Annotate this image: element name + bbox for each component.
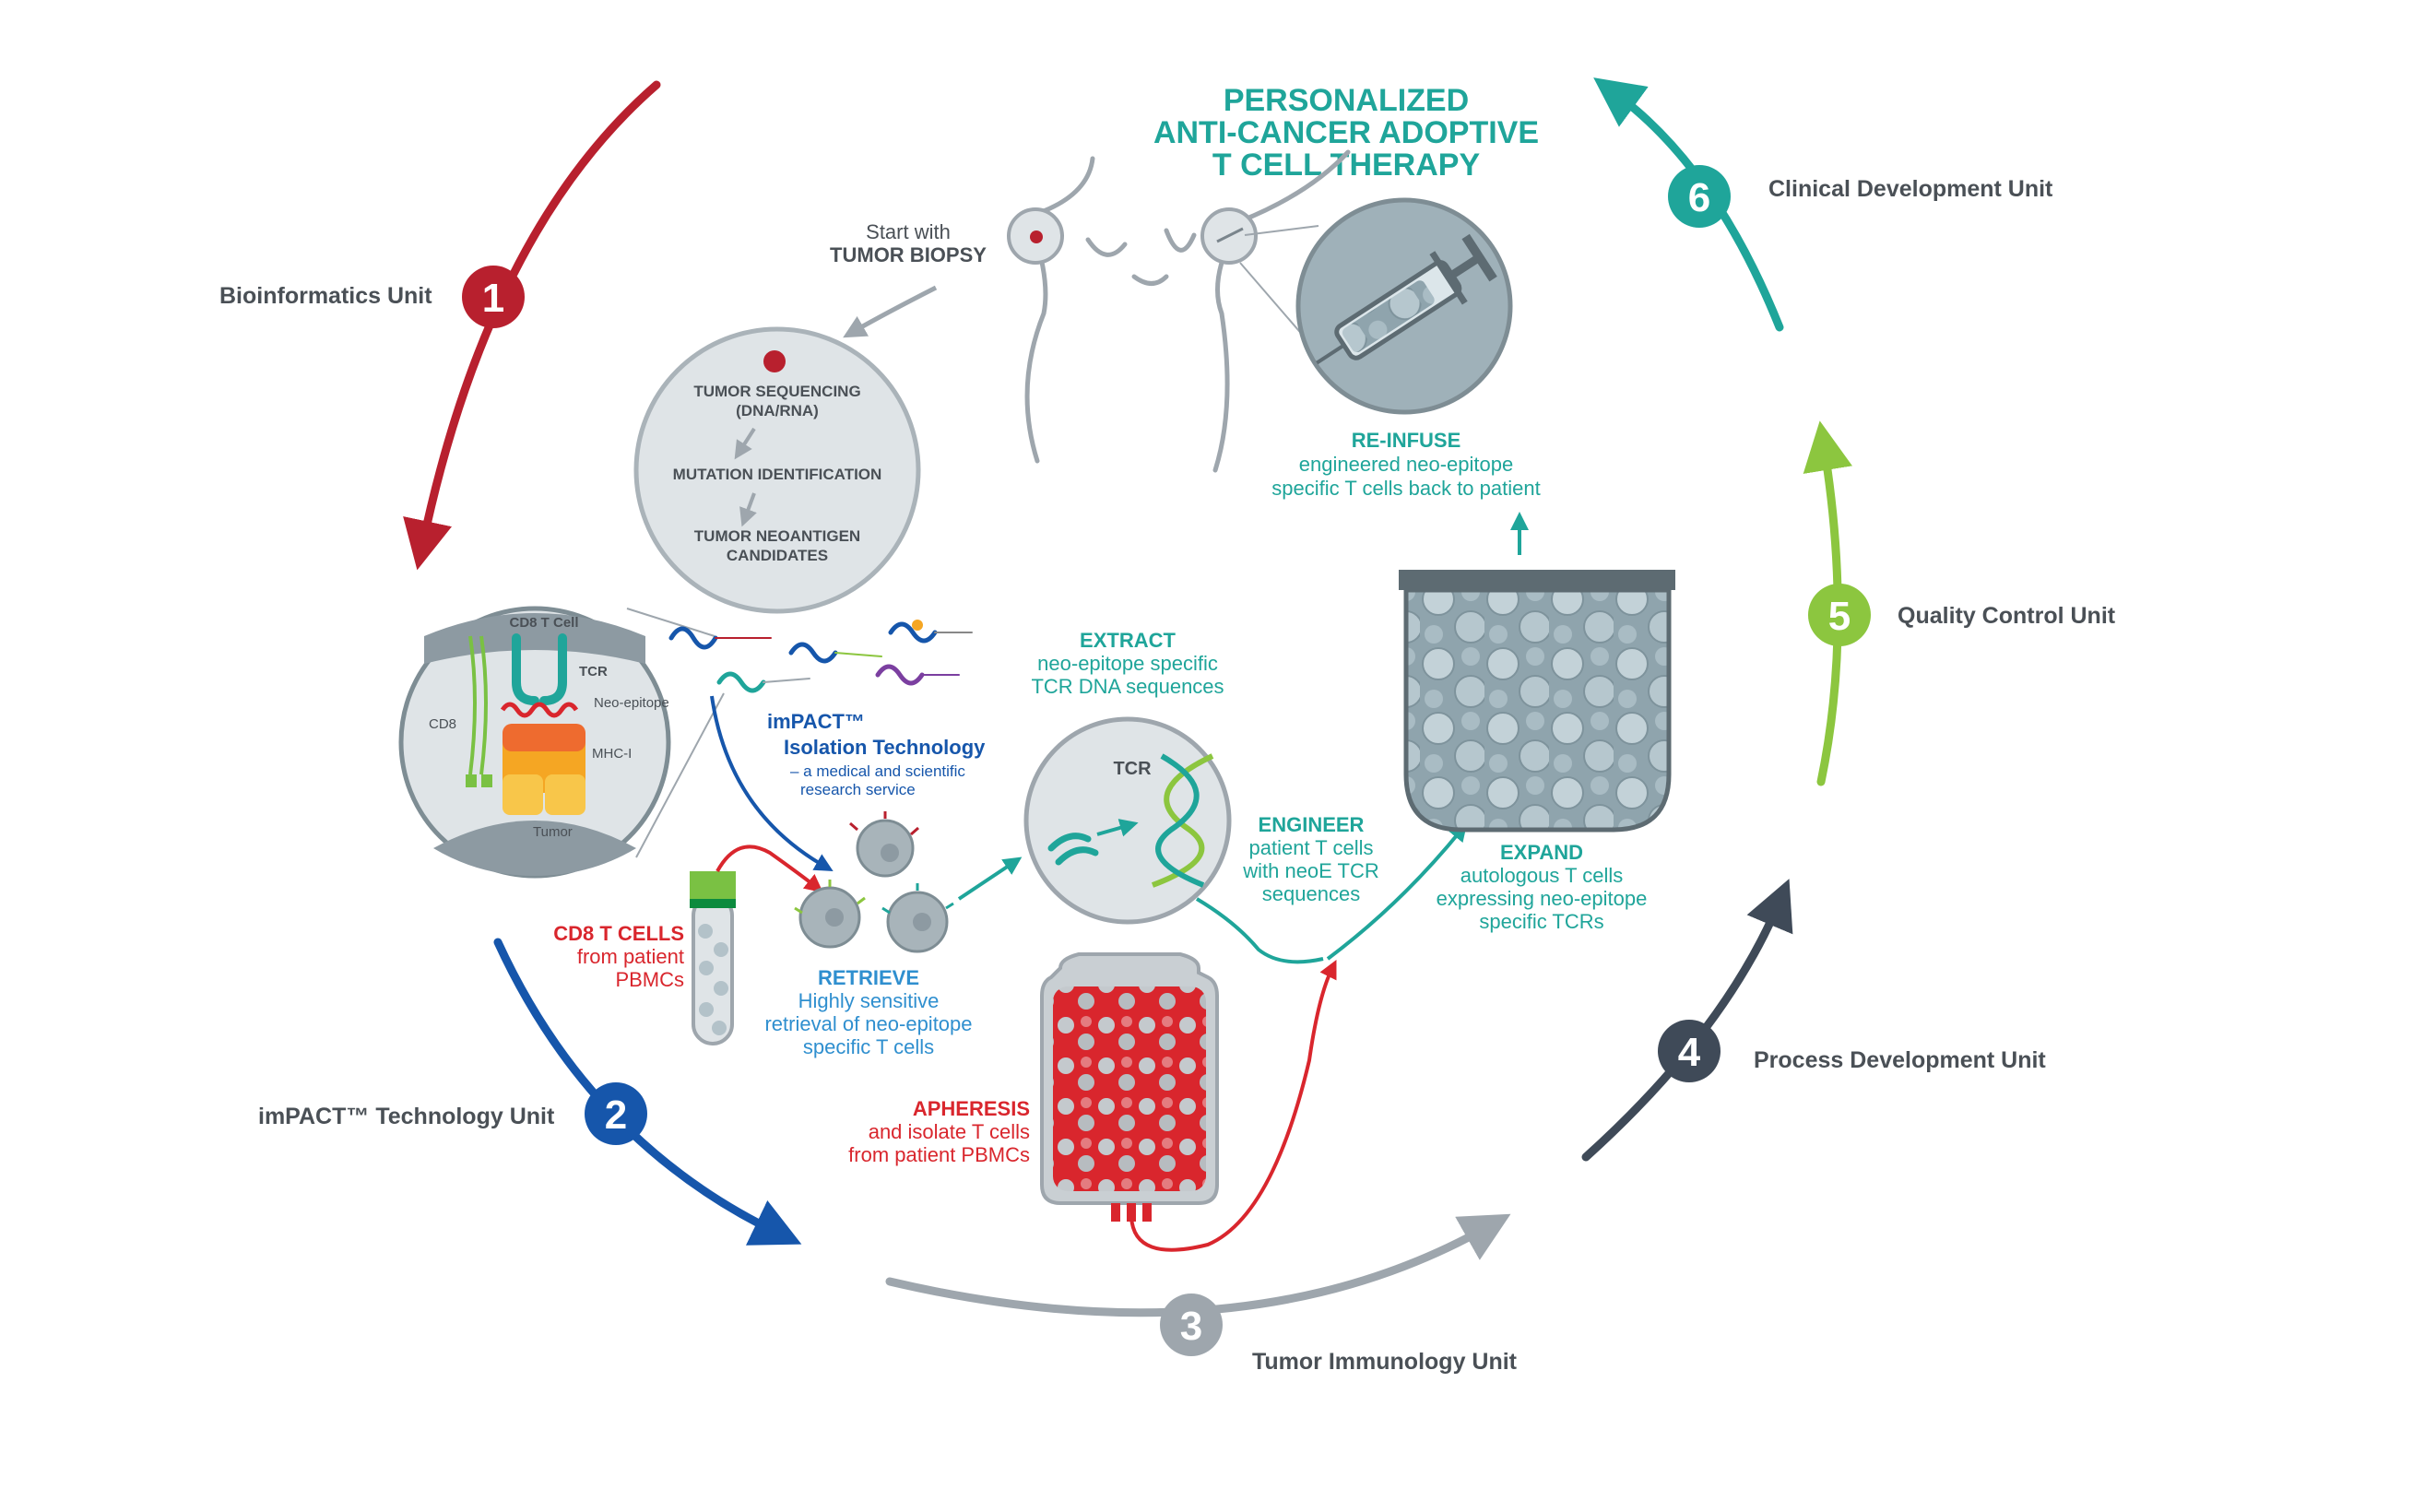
- arrow-engineer-to-expand: [1326, 822, 1468, 961]
- arrow-tube-to-retrieve: [715, 845, 823, 893]
- peptide-3: [888, 621, 938, 644]
- neo-epitope-icon: [500, 702, 579, 718]
- arrow-apheresis-to-engineer: [1129, 960, 1337, 1252]
- retrieve-line-3: specific T cells: [803, 1035, 934, 1058]
- label-cd8: CD8: [429, 716, 456, 732]
- retrieved-tcells-icon: [794, 811, 954, 953]
- apheresis-head: APHERESIS: [913, 1097, 1030, 1120]
- cd8-tube-icon: [690, 871, 736, 1045]
- seq-step-1b: (DNA/RNA): [736, 402, 819, 419]
- unit-label-quality-control: Quality Control Unit: [1898, 603, 2116, 629]
- apheresis-line-1: and isolate T cells: [869, 1120, 1030, 1143]
- engineer-head: ENGINEER: [1259, 813, 1365, 836]
- arrow-impact-to-retrieve: [710, 695, 834, 871]
- extract-line-1: neo-epitope specific: [1037, 652, 1218, 675]
- extract-head: EXTRACT: [1080, 629, 1176, 652]
- biopsy-label-line-2: TUMOR BIOPSY: [830, 243, 987, 266]
- unit-number-4: 4: [1678, 1030, 1701, 1075]
- arrow-retrieve-to-extract: [957, 856, 1023, 901]
- label-neo-epitope: Neo-epitope: [594, 695, 669, 711]
- dna-helix-icon: [1151, 753, 1214, 888]
- unit-badge-2: 2: [585, 1082, 647, 1145]
- reinfuse-line-1: engineered neo-epitope: [1299, 453, 1513, 476]
- sequencing-circle: TUMOR SEQUENCING (DNA/RNA) MUTATION IDEN…: [633, 326, 921, 614]
- unit-badge-4: 4: [1658, 1020, 1721, 1082]
- arrow-biopsy-to-sequencing: [843, 285, 938, 338]
- impact-line-1: imPACT™: [767, 710, 865, 733]
- peptide-2: [788, 642, 838, 664]
- patient-torso-icon: [1024, 149, 1351, 473]
- expand-line-1: autologous T cells: [1460, 864, 1624, 887]
- unit-number-2: 2: [605, 1093, 627, 1138]
- seq-step-3b: CANDIDATES: [727, 547, 828, 564]
- expand-line-2: expressing neo-epitope: [1437, 887, 1648, 910]
- seq-step-2: MUTATION IDENTIFICATION: [673, 466, 882, 483]
- tcr-mhc-complex-circle: CD8 T Cell TCR Neo-epitope CD8 MHC-I Tum…: [398, 606, 671, 879]
- apheresis-line-2: from patient PBMCs: [848, 1143, 1030, 1166]
- label-cd8-tcell: CD8 T Cell: [509, 615, 578, 631]
- cd8-molecule: [468, 635, 488, 775]
- engineer-line-3: sequences: [1262, 882, 1360, 905]
- unit-number-3: 3: [1180, 1304, 1202, 1349]
- peptide-5: [875, 664, 925, 686]
- peptide-4: [716, 671, 766, 693]
- unit-badge-5: 5: [1808, 584, 1871, 646]
- retrieve-line-1: Highly sensitive: [798, 989, 940, 1012]
- peptide-candidates: [668, 620, 973, 693]
- expand-head: EXPAND: [1500, 841, 1583, 864]
- tumor-cell-icon: [763, 350, 786, 372]
- label-mhc: MHC-I: [592, 746, 632, 762]
- arrow-extract-to-engineer: [1195, 897, 1324, 964]
- injection-site-magnifier: [1200, 207, 1329, 365]
- cd8cells-line-3: PBMCs: [615, 968, 684, 991]
- unit-label-bioinformatics: Bioinformatics Unit: [219, 283, 432, 309]
- impact-line-4: research service: [800, 781, 916, 798]
- extract-line-2: TCR DNA sequences: [1031, 675, 1224, 698]
- apheresis-bag-icon: [1040, 952, 1219, 1222]
- unit-label-impact: imPACT™ Technology Unit: [258, 1104, 555, 1129]
- seq-step-1a: TUMOR SEQUENCING: [693, 383, 860, 400]
- unit-badge-1: 1: [462, 266, 525, 328]
- page-title: PERSONALIZED ANTI-CANCER ADOPTIVE T CELL…: [1153, 83, 1539, 183]
- seq-step-3a: TUMOR NEOANTIGEN: [694, 527, 860, 545]
- cd8cells-line-2: from patient: [577, 945, 684, 968]
- unit-number-1: 1: [482, 276, 504, 321]
- biopsy-label-line-1: Start with: [866, 220, 951, 243]
- syringe-icon: [1316, 233, 1497, 365]
- unit-badge-6: 6: [1668, 165, 1731, 228]
- arc-unit-1: [403, 80, 661, 571]
- engineer-line-1: patient T cells: [1249, 836, 1374, 859]
- expansion-vessel-icon: [1399, 570, 1675, 833]
- retrieve-line-2: retrieval of neo-epitope: [764, 1012, 972, 1035]
- unit-label-clinical-development: Clinical Development Unit: [1768, 176, 2053, 202]
- peptide-1: [668, 626, 718, 650]
- reinfuse-head: RE-INFUSE: [1352, 429, 1461, 452]
- unit-label-tumor-immunology: Tumor Immunology Unit: [1252, 1349, 1518, 1375]
- impact-line-2: Isolation Technology: [784, 736, 986, 759]
- retrieve-head: RETRIEVE: [818, 966, 919, 989]
- tcr-icon: [1047, 833, 1099, 866]
- syringe-circle: [1295, 197, 1513, 415]
- label-tumor: Tumor: [533, 824, 573, 840]
- tcr-molecule: [512, 633, 567, 705]
- unit-badge-3: 3: [1160, 1293, 1223, 1356]
- extract-tcr-label: TCR: [1113, 759, 1152, 779]
- title-line-2: ANTI-CANCER ADOPTIVE: [1153, 115, 1539, 150]
- engineer-line-2: with neoE TCR: [1242, 859, 1379, 882]
- label-tcr: TCR: [579, 664, 608, 679]
- expand-line-3: specific TCRs: [1479, 910, 1603, 933]
- unit-number-6: 6: [1688, 175, 1710, 220]
- biopsy-site-magnifier: [1007, 207, 1064, 265]
- extract-circle: TCR: [1023, 716, 1232, 925]
- reinfuse-line-2: specific T cells back to patient: [1271, 477, 1540, 500]
- unit-label-process-development: Process Development Unit: [1754, 1047, 2046, 1073]
- cd8cells-line-1: CD8 T CELLS: [553, 922, 684, 945]
- impact-line-3: – a medical and scientific: [790, 762, 965, 780]
- title-line-1: PERSONALIZED: [1224, 83, 1469, 118]
- unit-number-5: 5: [1828, 594, 1851, 639]
